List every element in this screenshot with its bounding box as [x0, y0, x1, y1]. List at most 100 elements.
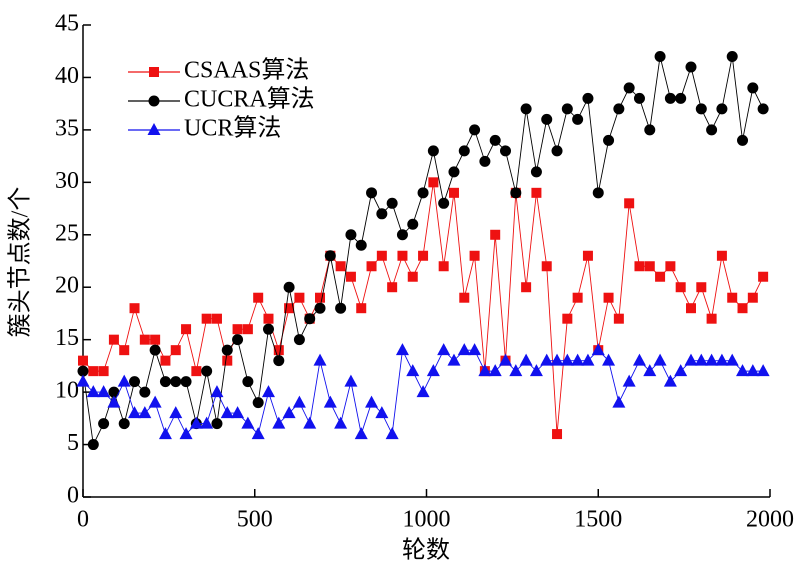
marker-triangle — [519, 353, 533, 366]
marker-circle — [149, 344, 161, 356]
x-tick-label: 1000 — [403, 507, 451, 533]
marker-triangle — [529, 364, 543, 377]
marker-triangle — [560, 353, 574, 366]
y-tick-label: 40 — [55, 63, 79, 89]
marker-triangle — [148, 395, 162, 408]
marker-triangle — [200, 416, 214, 429]
marker-triangle — [746, 364, 760, 377]
marker-circle — [582, 92, 594, 104]
marker-triangle — [550, 353, 564, 366]
marker-circle — [458, 145, 470, 157]
marker-triangle — [457, 343, 471, 356]
marker-circle — [726, 50, 738, 62]
marker-triangle — [282, 406, 296, 419]
marker-square — [459, 292, 470, 303]
marker-square — [211, 313, 222, 324]
marker-triangle — [272, 416, 286, 429]
marker-triangle — [97, 385, 111, 398]
marker-circle — [87, 439, 99, 451]
x-tick-label: 2000 — [746, 507, 794, 533]
marker-triangle — [365, 395, 379, 408]
marker-square — [108, 334, 119, 345]
marker-circle — [396, 229, 408, 241]
marker-square — [284, 303, 295, 314]
marker-triangle — [189, 416, 203, 429]
marker-square — [665, 261, 676, 272]
marker-square — [201, 313, 212, 324]
marker-circle — [386, 197, 398, 209]
marker-triangle — [138, 406, 152, 419]
marker-circle — [489, 134, 501, 146]
marker-triangle — [540, 353, 554, 366]
marker-square — [448, 187, 459, 198]
marker-triangle — [169, 406, 183, 419]
marker-circle — [335, 302, 347, 314]
marker-circle — [644, 124, 656, 136]
marker-circle — [108, 386, 120, 398]
marker-square — [242, 324, 253, 335]
marker-square — [345, 271, 356, 282]
marker-triangle — [323, 395, 337, 408]
marker-triangle — [117, 374, 131, 387]
marker-triangle — [251, 427, 265, 440]
marker-square — [273, 345, 284, 356]
marker-square — [222, 355, 233, 366]
marker-triangle — [499, 353, 513, 366]
legend-label: UCR算法 — [184, 115, 281, 142]
y-tick-label: 35 — [55, 115, 79, 141]
marker-circle — [695, 103, 707, 115]
marker-circle — [232, 334, 244, 346]
marker-circle — [613, 103, 625, 115]
marker-triangle — [179, 427, 193, 440]
marker-circle — [180, 376, 192, 388]
marker-triangle — [147, 123, 161, 135]
marker-triangle — [76, 374, 90, 387]
marker-circle — [664, 92, 676, 104]
marker-square — [418, 250, 429, 261]
marker-circle — [139, 386, 151, 398]
marker-square — [531, 187, 542, 198]
marker-circle — [314, 302, 326, 314]
marker-circle — [675, 92, 687, 104]
marker-circle — [623, 82, 635, 94]
x-axis-label: 轮数 — [402, 537, 450, 564]
marker-circle — [510, 187, 522, 199]
marker-triangle — [292, 395, 306, 408]
marker-triangle — [241, 416, 255, 429]
marker-circle — [355, 239, 367, 251]
marker-square — [139, 334, 150, 345]
marker-triangle — [385, 427, 399, 440]
y-tick-label: 45 — [55, 11, 79, 37]
marker-circle — [77, 365, 89, 377]
marker-triangle — [591, 343, 605, 356]
marker-circle — [572, 113, 584, 125]
marker-triangle — [231, 406, 245, 419]
marker-square — [170, 345, 181, 356]
marker-triangle — [158, 427, 172, 440]
marker-square — [150, 334, 161, 345]
y-tick-label: 10 — [55, 378, 79, 404]
marker-square — [582, 250, 593, 261]
marker-triangle — [632, 353, 646, 366]
marker-circle — [706, 124, 718, 136]
marker-square — [263, 313, 274, 324]
marker-circle — [417, 187, 429, 199]
marker-circle — [324, 250, 336, 262]
marker-square — [469, 250, 480, 261]
marker-square — [397, 250, 408, 261]
marker-circle — [283, 281, 295, 293]
marker-triangle — [416, 385, 430, 398]
marker-triangle — [571, 353, 585, 366]
marker-square — [149, 67, 159, 77]
marker-square — [727, 292, 738, 303]
marker-circle — [603, 134, 615, 146]
marker-circle — [262, 323, 274, 335]
marker-circle — [159, 376, 171, 388]
marker-square — [191, 366, 202, 377]
marker-circle — [747, 82, 759, 94]
marker-square — [655, 271, 666, 282]
marker-triangle — [344, 374, 358, 387]
marker-circle — [407, 218, 419, 230]
marker-triangle — [313, 353, 327, 366]
